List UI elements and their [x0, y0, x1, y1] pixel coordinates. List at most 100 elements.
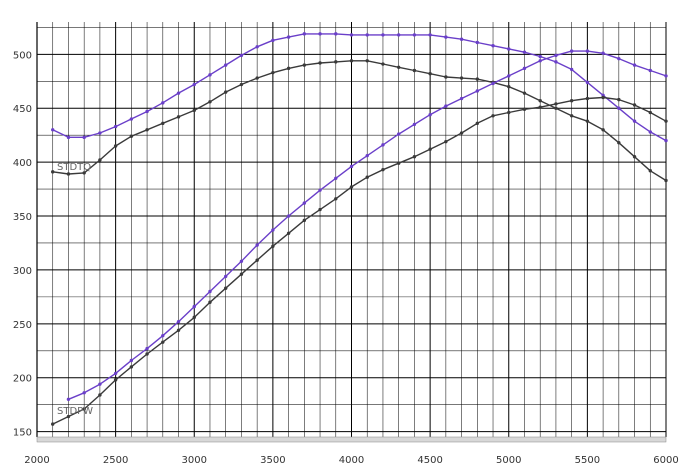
data-point: [98, 393, 102, 397]
data-point: [176, 328, 181, 332]
data-point: [444, 75, 448, 79]
data-point: [412, 155, 417, 159]
y-tick-label: 500: [13, 50, 32, 61]
data-point: [554, 102, 558, 106]
stdpw-annotation: STDPW: [57, 406, 93, 417]
data-point: [129, 134, 134, 138]
x-tick-label: 2000: [24, 455, 49, 466]
data-point: [601, 128, 605, 132]
data-point: [286, 214, 291, 218]
data-point: [617, 97, 621, 102]
data-point: [286, 231, 291, 235]
grid-layer: 150 200 250 300 350 400 450 500 2000 2500 3000 3500…: [13, 22, 679, 466]
data-point: [82, 171, 86, 175]
data-point: [459, 76, 464, 80]
data-point: [507, 110, 511, 115]
stdtq-annotation: STDTQ: [57, 162, 91, 173]
data-point: [601, 95, 605, 100]
data-point: [98, 158, 102, 162]
data-point: [192, 304, 196, 309]
series-line: [52, 60, 667, 182]
data-point: [255, 76, 259, 80]
data-point: [271, 38, 275, 43]
data-point: [444, 104, 448, 108]
data-point: [412, 122, 417, 127]
data-point: [648, 68, 652, 73]
y-tick-label: 450: [13, 104, 32, 115]
data-point: [522, 91, 527, 95]
data-point: [349, 59, 354, 63]
data-point: [648, 169, 652, 173]
data-point: [475, 40, 479, 45]
data-point: [538, 54, 542, 59]
data-point: [585, 80, 590, 85]
data-point: [334, 197, 338, 201]
data-point: [161, 333, 165, 338]
data-point: [113, 144, 118, 148]
x-tick-label: 3500: [260, 455, 285, 466]
data-point: [554, 60, 558, 64]
y-tick-label: 250: [13, 320, 32, 331]
data-point: [224, 63, 228, 67]
data-point: [82, 407, 86, 411]
x-tick-label: 6000: [653, 455, 678, 466]
data-point: [113, 378, 118, 382]
data-point: [428, 147, 432, 151]
data-point: [459, 37, 464, 41]
data-point: [381, 62, 385, 66]
data-point: [51, 128, 55, 132]
data-point: [569, 114, 574, 118]
data-point: [176, 319, 181, 324]
data-point: [208, 73, 212, 77]
data-point: [271, 244, 275, 248]
y-tick-label: 400: [13, 158, 32, 169]
data-point: [286, 35, 291, 39]
data-point: [412, 33, 417, 37]
data-point: [365, 153, 369, 158]
data-point: [349, 33, 354, 37]
data-point: [507, 84, 511, 89]
data-point: [396, 33, 401, 37]
data-point: [648, 110, 652, 115]
data-point: [428, 113, 432, 117]
data-point: [507, 47, 511, 51]
data-point: [444, 35, 448, 39]
data-point: [475, 77, 479, 81]
data-point: [318, 207, 322, 212]
data-point: [129, 365, 134, 369]
data-point: [239, 259, 244, 263]
data-point: [271, 228, 275, 232]
series-3-black: [51, 95, 668, 426]
data-point: [664, 178, 668, 183]
x-tick-label: 4000: [339, 455, 364, 466]
data-point: [396, 132, 401, 136]
x-tick-label: 4500: [417, 455, 442, 466]
data-point: [632, 155, 637, 159]
data-point: [522, 50, 527, 54]
data-point: [302, 32, 307, 36]
data-point: [129, 117, 134, 121]
data-point: [334, 32, 338, 36]
data-point: [381, 33, 385, 37]
data-point: [334, 60, 338, 64]
data-point: [459, 131, 464, 135]
x-tick-label: 3000: [182, 455, 207, 466]
data-point: [475, 89, 479, 93]
data-point: [664, 74, 668, 78]
x-tick-label: 5000: [496, 455, 521, 466]
data-point: [145, 352, 149, 356]
data-point: [569, 49, 574, 53]
data-point: [192, 82, 196, 87]
data-point: [318, 32, 322, 36]
data-point: [632, 63, 637, 67]
data-point: [617, 141, 621, 145]
data-point: [459, 96, 464, 101]
data-point: [412, 68, 417, 73]
data-point: [381, 167, 385, 172]
data-point: [522, 107, 527, 112]
data-point: [239, 272, 244, 276]
data-point: [192, 108, 196, 113]
data-point: [569, 67, 574, 72]
